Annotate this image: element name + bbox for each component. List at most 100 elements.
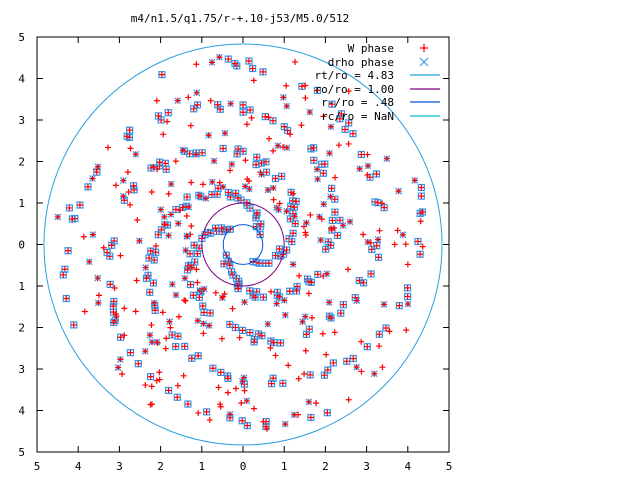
w-point (242, 157, 249, 164)
w-point (156, 159, 163, 166)
legend: W phase drho phase rt/ro = 4.83 ro/ro = … (315, 42, 440, 123)
w-point (270, 196, 277, 203)
w-point (302, 232, 309, 239)
w-point (207, 310, 214, 317)
w-point (307, 414, 314, 421)
w-point (112, 310, 119, 317)
w-point (127, 145, 134, 152)
w-point (95, 292, 102, 299)
w-point (290, 261, 297, 268)
w-point (329, 217, 336, 224)
w-point (270, 339, 277, 346)
w-point (278, 173, 285, 180)
w-point (195, 409, 202, 416)
w-point (288, 238, 295, 245)
w-point (250, 405, 257, 412)
w-point (263, 158, 270, 165)
w-point (224, 389, 231, 396)
w-point (302, 95, 309, 102)
w-point (162, 160, 169, 167)
w-point (302, 82, 309, 89)
w-point (225, 189, 232, 196)
w-point (127, 201, 133, 208)
w-point (303, 331, 310, 338)
w-point (66, 204, 73, 211)
w-point (207, 97, 214, 104)
w-point (293, 287, 300, 294)
w-point (202, 195, 209, 202)
w-point (308, 279, 315, 286)
w-point (181, 275, 188, 282)
w-point (155, 112, 162, 119)
w-point (172, 158, 179, 165)
w-point (374, 199, 381, 206)
w-point (155, 231, 162, 238)
w-point (337, 310, 344, 317)
w-point (328, 101, 335, 108)
x-tick-label: 4 (75, 460, 82, 473)
w-point (209, 178, 216, 185)
w-point (313, 400, 320, 407)
w-point (181, 343, 188, 350)
y-axis-ticks: 5 4 3 2 1 0 1 2 3 4 5 (18, 31, 449, 459)
w-point (293, 198, 300, 205)
w-point (318, 216, 325, 223)
w-point (174, 97, 181, 104)
w-point (373, 170, 380, 177)
w-point (163, 335, 170, 342)
w-point (364, 151, 371, 158)
w-point (360, 279, 367, 286)
w-point (332, 174, 339, 181)
w-point (148, 321, 155, 328)
w-point (371, 370, 378, 377)
w-point (161, 221, 168, 228)
w-point (70, 321, 77, 328)
chart-title: m4/n1.5/q1.75/r-+.10-j53/M5.0/512 (131, 12, 350, 25)
w-point (327, 242, 334, 249)
w-point (280, 94, 287, 101)
w-point (245, 58, 252, 65)
w-point (244, 422, 251, 429)
w-point (283, 208, 290, 215)
w-point (232, 385, 239, 392)
w-point (403, 327, 410, 334)
w-point (404, 284, 411, 291)
x-tick-label: 5 (34, 460, 41, 473)
w-point (135, 360, 142, 367)
w-point (84, 183, 91, 190)
w-point (258, 332, 265, 339)
w-point (187, 250, 194, 257)
w-point (117, 252, 124, 259)
legend-marker-drho-phase (419, 57, 429, 67)
circle-ro (201, 202, 285, 287)
w-point (249, 65, 256, 72)
w-point (211, 157, 218, 164)
w-point (353, 297, 360, 304)
w-point (212, 289, 219, 296)
w-point (331, 209, 338, 216)
w-point (218, 335, 225, 342)
y-tick-label: 3 (18, 114, 25, 127)
y-tick-label: 1 (18, 197, 25, 210)
w-point (402, 241, 409, 248)
w-point (336, 217, 343, 224)
w-point (94, 163, 101, 170)
w-point (146, 289, 153, 296)
w-point (172, 343, 179, 350)
w-point (224, 375, 231, 382)
w-point (330, 359, 337, 366)
w-point (320, 201, 327, 208)
w-point (314, 271, 321, 278)
w-point (280, 143, 287, 150)
w-point (180, 372, 187, 379)
w-point (235, 285, 242, 292)
w-point (147, 373, 154, 380)
w-point (199, 302, 206, 309)
w-point (174, 394, 181, 401)
w-point (340, 301, 347, 308)
w-point (190, 105, 197, 112)
w-point (272, 352, 279, 359)
w-point (368, 270, 375, 277)
w-point (338, 110, 345, 117)
w-point (164, 118, 171, 125)
